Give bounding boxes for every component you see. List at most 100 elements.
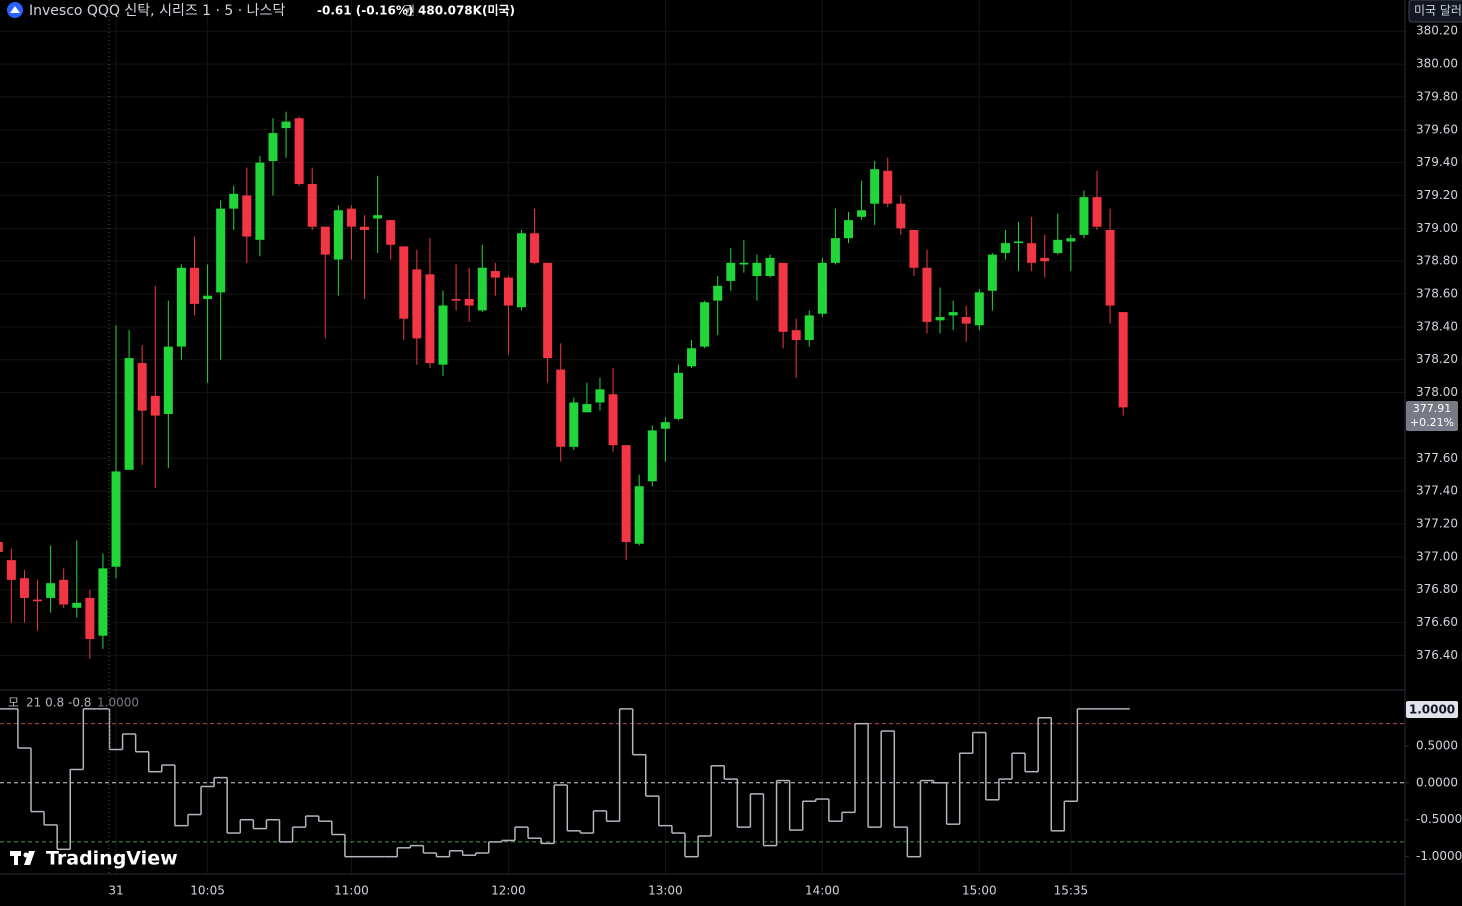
watermark-logo	[10, 851, 35, 865]
symbol-title[interactable]: Invesco QQQ 신탁, 시리즈 1 · 5 · 나스닥	[29, 3, 285, 19]
candle-body	[333, 210, 343, 260]
candle-body	[556, 369, 566, 447]
candle-body	[974, 292, 984, 326]
candle-body	[634, 486, 644, 544]
watermark: TradingView	[46, 848, 178, 870]
candle-body	[1000, 243, 1010, 253]
change-label: -0.61 (-0.16%)	[317, 4, 413, 18]
candle-body	[569, 402, 579, 447]
candle-body	[961, 317, 971, 324]
candle-body	[1092, 197, 1102, 227]
candle-body	[909, 229, 919, 268]
candle-body	[857, 210, 867, 217]
candle-body	[320, 226, 330, 255]
candle-body	[582, 404, 592, 413]
candle-body	[46, 583, 56, 598]
candle-body	[765, 257, 775, 276]
currency-button[interactable]	[1408, 0, 1462, 23]
y-tick-label: 379.00	[1416, 221, 1458, 235]
candle-body	[294, 118, 304, 184]
candle-body	[425, 274, 435, 364]
indicator-tick-label: -0.5000	[1416, 812, 1462, 826]
candle-body	[673, 372, 683, 419]
candle-body	[1118, 312, 1128, 408]
candle-body	[150, 395, 160, 416]
candle-body	[19, 578, 29, 598]
candle-body	[830, 238, 840, 263]
x-tick-label: 11:00	[334, 884, 369, 898]
indicator-tick-label: 0.5000	[1416, 738, 1458, 752]
candle-body	[621, 445, 631, 543]
candle-body	[543, 262, 553, 359]
currency-label[interactable]: 미국 달러	[1414, 4, 1462, 18]
candle-body	[517, 233, 526, 308]
x-tick-label: 31	[108, 884, 123, 898]
candle-body	[255, 162, 265, 240]
x-tick-label: 14:00	[805, 884, 840, 898]
y-tick-label: 379.60	[1416, 122, 1458, 136]
candle-body	[33, 599, 43, 602]
candle-body	[6, 560, 16, 580]
candle-body	[163, 346, 173, 414]
candle-body	[176, 267, 186, 347]
y-tick-label: 379.40	[1416, 155, 1458, 169]
y-tick-label: 377.40	[1416, 484, 1458, 498]
candle-body	[883, 170, 893, 204]
y-tick-label: 377.20	[1416, 517, 1458, 531]
y-tick-label: 379.80	[1416, 89, 1458, 103]
candle-body	[373, 215, 383, 219]
y-tick-label: 380.20	[1416, 24, 1458, 38]
candle-body	[438, 305, 448, 365]
candle-body	[1066, 238, 1076, 242]
candle-body	[595, 389, 605, 403]
x-tick-label: 12:00	[491, 884, 526, 898]
y-tick-label: 378.60	[1416, 287, 1458, 301]
y-tick-label: 377.00	[1416, 549, 1458, 563]
candle-body	[281, 121, 291, 129]
candle-body	[307, 183, 317, 227]
y-tick-label: 377.60	[1416, 451, 1458, 465]
candle-body	[346, 208, 356, 227]
candle-body	[1040, 257, 1050, 262]
indicator-value: 1.0000	[97, 696, 139, 710]
candle-body	[72, 602, 82, 608]
candle-body	[530, 233, 540, 263]
candle-body	[1053, 239, 1063, 253]
candle-body	[1027, 243, 1037, 263]
candle-body	[242, 195, 252, 237]
y-tick-label: 379.20	[1416, 188, 1458, 202]
candle-body	[739, 262, 749, 265]
candle-body	[726, 262, 736, 281]
candle-body	[85, 597, 95, 640]
candle-body	[412, 269, 422, 339]
indicator-tick-label: -1.0000	[1416, 849, 1462, 863]
candle-body	[922, 267, 932, 322]
y-tick-label: 378.80	[1416, 254, 1458, 268]
candle-body	[490, 271, 500, 278]
candle-body	[987, 254, 997, 291]
candle-body	[608, 394, 618, 446]
candle-body	[687, 348, 697, 367]
candle-body	[190, 267, 199, 304]
candle-body	[713, 285, 723, 301]
candle-body	[791, 330, 801, 341]
x-tick-label: 13:00	[648, 884, 683, 898]
candle-body	[386, 220, 396, 245]
candle-body	[111, 471, 121, 567]
symbol-icon-glyph	[10, 6, 20, 13]
candle-body	[948, 312, 958, 316]
candle-body	[896, 203, 906, 229]
y-tick-label: 378.20	[1416, 352, 1458, 366]
axes: 380.20 380.00 379.80 379.60 379.40 379.20 379.…	[108, 24, 1462, 898]
volume-label: 권	[404, 4, 415, 18]
candle-body	[229, 193, 239, 209]
indicator-badge-label: 1.0000	[1409, 703, 1455, 717]
last-price-label: 377.91	[1413, 402, 1452, 415]
candle-body	[360, 226, 370, 230]
y-tick-label: 380.00	[1416, 57, 1458, 71]
indicator-name[interactable]: 모	[8, 696, 19, 710]
candle-body	[844, 220, 853, 239]
candle-body	[137, 363, 147, 411]
